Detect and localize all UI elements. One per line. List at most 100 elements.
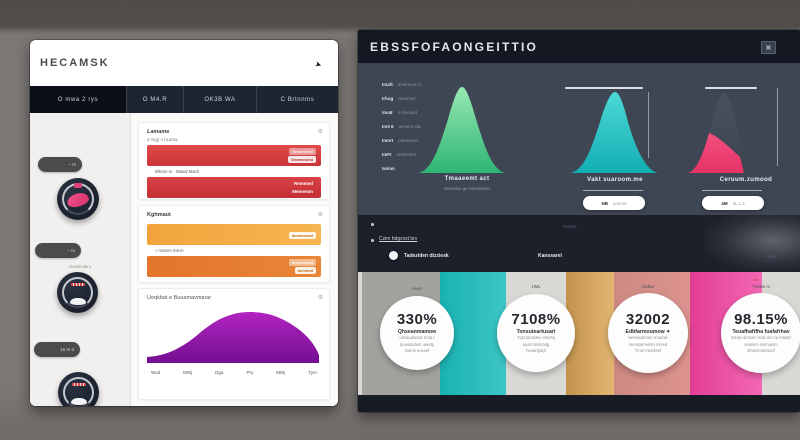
band-mid-label: Kanssarel [538, 253, 562, 259]
red-marker-icon: 〜 [753, 278, 759, 284]
gauge-dial-2 [57, 272, 98, 313]
bar-tag: Geammond [287, 156, 316, 163]
stat-top-label: 1IML [531, 284, 541, 289]
stat-line: bensaudnam smamsl [628, 335, 668, 341]
stat-line: smammamsavf [747, 347, 775, 353]
gear-icon[interactable]: ⚙ [317, 212, 323, 218]
card-subtitle: 3 m(g) 4 hLama [147, 137, 178, 142]
image-icon[interactable]: ▣ [761, 41, 776, 54]
gauge-needle-blob [65, 191, 91, 209]
sidebar-toggle-3[interactable]: 15 m d [34, 342, 80, 357]
alert-bar-2[interactable]: Remmed Mememm [147, 177, 321, 198]
toggle-label: – m [68, 162, 76, 167]
tab-settings[interactable]: C Brtnnms [256, 86, 338, 113]
pink-caption-rule [702, 190, 762, 191]
legend-value: prteesesm [398, 138, 419, 143]
stat-label: Edbfarmoumow ✦ [625, 329, 671, 336]
stat-circle-2: 7108% Tonsuteartusarl Tqst dinasteu mter… [497, 294, 575, 372]
tab-overview[interactable]: O mwa 2 rys [30, 86, 126, 113]
legend-value: aerertsm [398, 96, 416, 101]
button-sublabel: 3L L 3 [732, 200, 745, 206]
band-top-label: Tuome [563, 224, 577, 229]
legend-key: Imu8 [382, 110, 393, 115]
left-panel-title: HECAMSK [40, 57, 110, 69]
toggle-label: – ru [67, 248, 75, 253]
legend-row: Irhug aerertsm [382, 96, 416, 101]
stats-band: Aearr 1IML Addbur 〜 Tmabe m 330% Qhseanm… [358, 272, 800, 395]
stat-line: unsaudseats trota r [399, 335, 435, 341]
left-body: – m – ru Gawkcakru 15 m d Lamame ⚙ 3 m(g… [30, 113, 338, 406]
bullet-dot [371, 239, 374, 242]
stat-value: 7108% [511, 310, 561, 328]
tab-label: O M4.R [142, 96, 168, 103]
gear-icon[interactable]: ⚙ [317, 129, 323, 135]
cursor-icon: ➤ [314, 59, 324, 70]
gauge-red-scale [71, 383, 86, 386]
stat-label: Qhseanmamow [397, 329, 437, 336]
tab-metrics[interactable]: O M4.R [126, 86, 183, 113]
card-title: Kghmaut [147, 212, 171, 218]
left-nav-bar: O mwa 2 rys O M4.R OK3B WA C Brtnnms [30, 86, 338, 113]
bar-row-label: Whnm m · Masal Mach [155, 169, 200, 174]
teal-action-button[interactable]: NB ammm [583, 196, 645, 210]
bottom-strip [358, 395, 800, 412]
x-tick: Dga [215, 370, 224, 375]
warning-bar-1[interactable]: memmemd [147, 224, 321, 245]
sidebar-toggle-2[interactable]: – ru [35, 243, 81, 258]
stat-line: auart damradg [522, 341, 550, 347]
teal-curve-marker-line [565, 87, 643, 89]
stat-line: heuartpdgf [526, 347, 546, 353]
x-tick: MWj [183, 370, 193, 375]
band-toggle-label: Tadeziden dizziesk [404, 253, 449, 259]
gauge-dial-1 [57, 178, 99, 220]
teal-guide-line [648, 92, 649, 158]
alert-bar-1[interactable]: Gmmneind Geammond [147, 145, 321, 166]
button-label: 4M [721, 200, 728, 206]
band-right-note: – mav [764, 254, 776, 259]
legend-value: urtdeestm [396, 152, 417, 157]
green-curve-caption: Tmaaeemt act [444, 176, 490, 182]
button-sublabel: ammm [613, 200, 627, 206]
gear-icon[interactable]: ⚙ [317, 295, 323, 301]
bar-tag: memmd [294, 267, 316, 274]
sidebar-toggle-1[interactable]: – m [38, 157, 82, 172]
gauge-red-scale [70, 283, 85, 286]
legend-value: u rtseestd [397, 110, 417, 115]
right-header: EBSSFOFAONGEITTIO ▣ [358, 30, 800, 63]
alerts-card: Lamame ⚙ 3 m(g) 4 hLama Gmmneind Geammon… [138, 122, 330, 200]
button-label: NB [601, 200, 609, 206]
gauge-marker [74, 183, 82, 188]
legend-key: Imaft [382, 82, 393, 87]
card-title: Lamame [147, 129, 170, 135]
trend-chart-card: Ueqkbat e Buuamavmarar ⚙ Wod MWj Dga Pry… [138, 288, 330, 400]
legend-row: Iwmm [382, 166, 400, 171]
bar-text: Remmed [293, 181, 313, 186]
stat-circle-1: 330% Qhseanmamow unsaudseats trota r tpu… [380, 296, 454, 370]
bar-tag: memmemd [288, 259, 316, 266]
stat-label: Teuafhaftfha fuafafrhav [732, 329, 790, 336]
pink-action-button[interactable]: 4M 3L L 3 [702, 196, 764, 210]
card-title: Ueqkbat e Buuamavmarar [147, 295, 212, 301]
warnings-card: Kghmaut ⚙ memmemd √ mamm m8 m memmemd me… [138, 205, 330, 283]
x-tick: Pry [246, 370, 254, 375]
gauge-dial-3 [58, 372, 99, 406]
legend-row: Imu8 u rtseestd [382, 110, 417, 115]
bar-tag: memmemd [288, 232, 316, 239]
stat-line: Tmm membmf [634, 347, 662, 353]
warning-bar-2[interactable]: memmemd memmd [147, 256, 321, 277]
pink-guide-line [777, 88, 778, 166]
tab-label: C Brtnnms [280, 96, 315, 103]
band-link[interactable]: Czim hdgzvst brv [379, 236, 418, 242]
stat-circle-4: 98.15% Teuafhaftfha fuafafrhav Emas ahma… [721, 293, 800, 373]
gauge-caption: Gawkcakru [68, 264, 92, 269]
legend-key: ImFt [382, 152, 392, 157]
stat-value: 330% [396, 310, 438, 328]
stat-line: seasem smmamm [744, 341, 778, 347]
tab-reports[interactable]: OK3B WA [183, 86, 256, 113]
legend-key: Iwmm [382, 166, 395, 171]
legend-key: Irhug [382, 96, 394, 101]
stat-top-label: Addbur [641, 284, 655, 289]
teal-bell-curve [570, 92, 658, 173]
band-toggle[interactable] [389, 251, 398, 260]
pink-dark-bell-curve [688, 93, 760, 173]
